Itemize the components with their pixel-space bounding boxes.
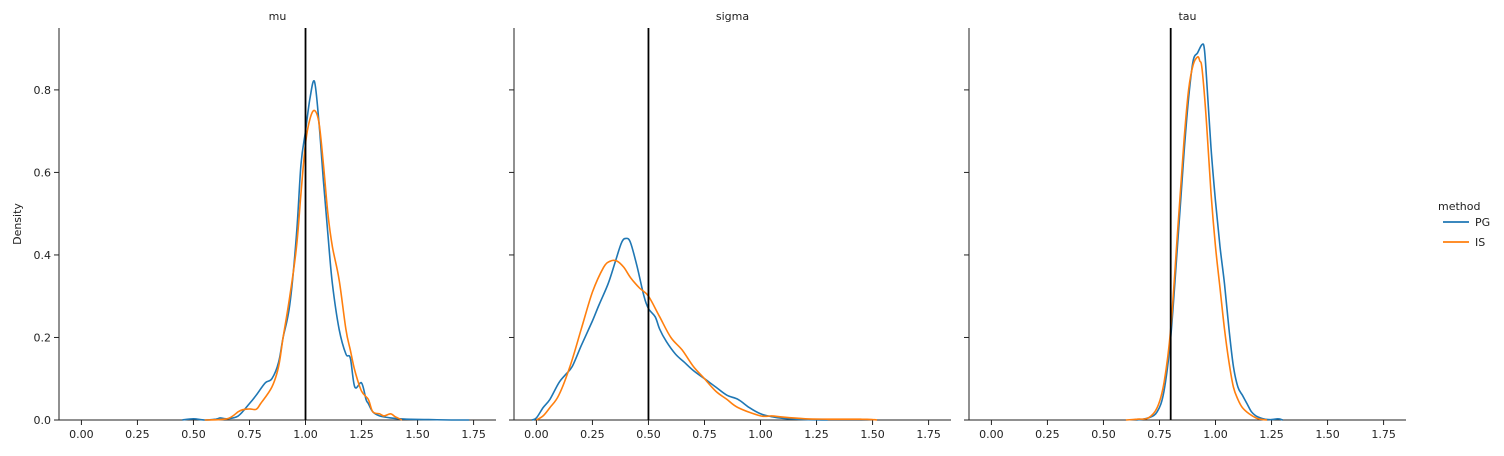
x-tick-label: 1.25 bbox=[804, 428, 829, 441]
x-tick-label: 1.00 bbox=[1203, 428, 1228, 441]
y-tick-label: 0.6 bbox=[34, 166, 52, 179]
panel-title: tau bbox=[1178, 10, 1196, 23]
x-tick-label: 1.75 bbox=[1371, 428, 1396, 441]
series-line-IS bbox=[204, 109, 403, 421]
y-axis-label: Density bbox=[11, 203, 24, 245]
x-tick-label: 0.75 bbox=[1147, 428, 1172, 441]
y-tick-label: 0.4 bbox=[34, 249, 52, 262]
series-line-IS bbox=[1125, 55, 1268, 421]
legend: method PG IS bbox=[1438, 200, 1490, 249]
facet-panel-sigma: sigma 0.00 0.25 0.50 0.75 1.00 1.25 1.50 1.75 bbox=[509, 10, 951, 441]
x-tick-label: 1.75 bbox=[916, 428, 941, 441]
legend-title: method bbox=[1438, 200, 1480, 213]
x-tick-label: 1.00 bbox=[748, 428, 773, 441]
x-tick-label: 1.75 bbox=[461, 428, 486, 441]
y-tick-label: 0.0 bbox=[34, 414, 52, 427]
x-tick-label: 0.00 bbox=[979, 428, 1004, 441]
x-tick-label: 1.50 bbox=[860, 428, 885, 441]
x-tick-label: 1.25 bbox=[349, 428, 374, 441]
series-line-PG bbox=[531, 237, 828, 421]
x-tick-label: 0.25 bbox=[125, 428, 150, 441]
x-tick-label: 0.50 bbox=[1091, 428, 1116, 441]
x-tick-label: 0.50 bbox=[636, 428, 661, 441]
x-tick-label: 0.25 bbox=[580, 428, 605, 441]
panel-title: sigma bbox=[716, 10, 749, 23]
facet-panel-mu: mu 0.0 0.2 0.4 0.6 0.8 0.00 0.25 0.50 0.75 1.00 1.2… bbox=[34, 10, 496, 441]
x-tick-label: 0.50 bbox=[181, 428, 206, 441]
series-line-IS bbox=[535, 259, 878, 421]
x-tick-label: 1.00 bbox=[293, 428, 318, 441]
x-tick-label: 0.00 bbox=[69, 428, 94, 441]
panel-title: mu bbox=[269, 10, 287, 23]
series-line-PG bbox=[182, 79, 470, 421]
x-tick-label: 0.75 bbox=[237, 428, 262, 441]
y-tick-label: 0.8 bbox=[34, 84, 52, 97]
x-tick-label: 1.25 bbox=[1259, 428, 1284, 441]
facet-panels: mu 0.0 0.2 0.4 0.6 0.8 0.00 0.25 0.50 0.75 1.00 1.2… bbox=[34, 10, 1406, 441]
x-tick-label: 1.50 bbox=[1315, 428, 1340, 441]
x-tick-label: 0.25 bbox=[1035, 428, 1060, 441]
x-tick-label: 0.75 bbox=[692, 428, 717, 441]
legend-label-PG: PG bbox=[1475, 216, 1490, 229]
x-tick-label: 0.00 bbox=[524, 428, 549, 441]
facet-panel-tau: tau 0.00 0.25 0.50 0.75 1.00 1.25 1.50 1.75 bbox=[964, 10, 1406, 441]
x-tick-label: 1.50 bbox=[405, 428, 430, 441]
series-line-PG bbox=[1136, 43, 1283, 421]
y-tick-label: 0.2 bbox=[34, 331, 52, 344]
legend-label-IS: IS bbox=[1475, 236, 1485, 249]
